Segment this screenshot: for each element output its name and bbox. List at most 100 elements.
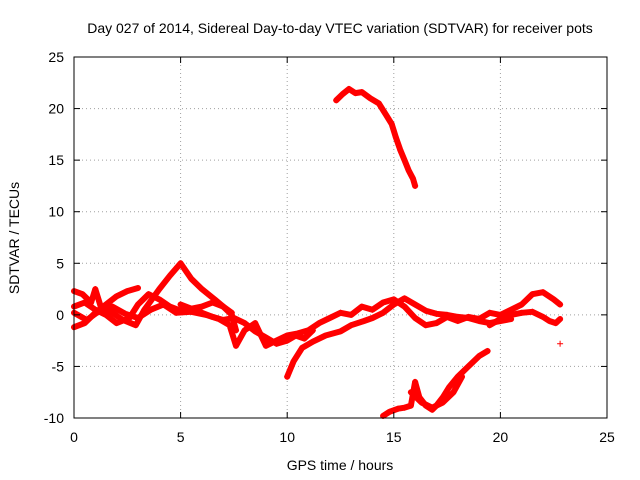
series-line xyxy=(71,260,239,334)
series-track-e xyxy=(177,301,316,347)
data-point xyxy=(220,303,227,310)
data-point xyxy=(369,314,376,321)
data-point xyxy=(262,334,269,341)
data-point xyxy=(486,309,493,316)
series-track-f xyxy=(284,295,515,380)
data-point xyxy=(309,338,316,345)
data-point xyxy=(380,309,387,316)
data-point xyxy=(358,303,365,310)
data-point xyxy=(198,309,205,316)
x-tick-label: 20 xyxy=(493,429,509,445)
data-point xyxy=(518,301,525,308)
data-point xyxy=(166,272,173,279)
y-tick-label: 10 xyxy=(48,204,64,220)
data-point xyxy=(382,110,389,117)
y-tick-label: -5 xyxy=(52,358,65,374)
data-point xyxy=(273,340,280,347)
data-point xyxy=(433,320,440,327)
data-point xyxy=(284,337,291,344)
data-point xyxy=(557,340,564,347)
data-point xyxy=(299,344,306,351)
data-point xyxy=(422,322,429,329)
data-point xyxy=(358,89,365,96)
data-point xyxy=(557,315,564,322)
data-point xyxy=(109,303,116,310)
data-point xyxy=(484,347,491,354)
series-track-d xyxy=(71,289,564,349)
series-line xyxy=(284,295,515,380)
data-point xyxy=(79,291,86,298)
data-point xyxy=(284,373,291,380)
y-tick-label: 20 xyxy=(48,101,64,117)
data-point xyxy=(309,327,316,334)
x-tick-label: 0 xyxy=(70,429,78,445)
series-line xyxy=(407,373,465,411)
data-point xyxy=(322,332,329,339)
x-tick-label: 10 xyxy=(279,429,295,445)
y-tick-label: 5 xyxy=(56,255,64,271)
data-point xyxy=(459,373,466,380)
data-point xyxy=(326,314,333,321)
data-point xyxy=(450,389,457,396)
data-point xyxy=(540,313,547,320)
data-point xyxy=(177,260,184,267)
data-point xyxy=(122,310,129,317)
data-point xyxy=(380,299,387,306)
data-point xyxy=(134,285,141,292)
x-tick-label: 25 xyxy=(599,429,615,445)
data-point xyxy=(173,309,180,316)
data-point xyxy=(444,311,451,318)
y-tick-label: -10 xyxy=(44,410,64,426)
data-point xyxy=(134,314,141,321)
data-point xyxy=(333,97,340,104)
y-tick-label: 25 xyxy=(48,49,64,65)
grid xyxy=(74,57,607,418)
data-point xyxy=(497,315,504,322)
data-point xyxy=(352,90,359,97)
data-point xyxy=(252,320,259,327)
series-line xyxy=(333,86,419,189)
data-point xyxy=(113,293,120,300)
data-point xyxy=(540,289,547,296)
data-point xyxy=(233,342,240,349)
data-point xyxy=(401,404,408,411)
y-tick-label: 15 xyxy=(48,152,64,168)
data-point xyxy=(476,318,483,325)
data-point xyxy=(188,305,195,312)
data-point xyxy=(83,317,90,324)
data-point xyxy=(418,399,425,406)
data-point xyxy=(439,399,446,406)
data-point xyxy=(407,402,414,409)
data-point xyxy=(405,167,412,174)
data-point xyxy=(290,358,297,365)
data-point xyxy=(407,389,414,396)
data-point xyxy=(337,309,344,316)
data-point xyxy=(557,301,564,308)
data-point xyxy=(397,146,404,153)
data-point xyxy=(156,296,163,303)
data-point xyxy=(301,335,308,342)
data-point xyxy=(145,291,152,298)
data-point xyxy=(476,353,483,360)
data-point xyxy=(96,307,103,314)
data-point xyxy=(92,286,99,293)
data-point xyxy=(348,322,355,329)
axis-ticks: 0 5 10 15 20 25 -10 -5 0 5 10 15 20 25 xyxy=(44,49,615,445)
data-point xyxy=(546,318,553,325)
data-point xyxy=(337,328,344,335)
data-point xyxy=(220,317,227,324)
data-point xyxy=(81,299,88,306)
data-point xyxy=(177,301,184,308)
data-point xyxy=(412,182,419,189)
data-point xyxy=(401,295,408,302)
data-point xyxy=(550,296,557,303)
plot-frame xyxy=(73,56,608,419)
data-point xyxy=(508,311,515,318)
data-point xyxy=(386,408,393,415)
data-point xyxy=(409,175,416,182)
data-point xyxy=(160,301,167,308)
data-point xyxy=(346,85,353,92)
data-point xyxy=(241,327,248,334)
series-track-h xyxy=(333,85,419,189)
